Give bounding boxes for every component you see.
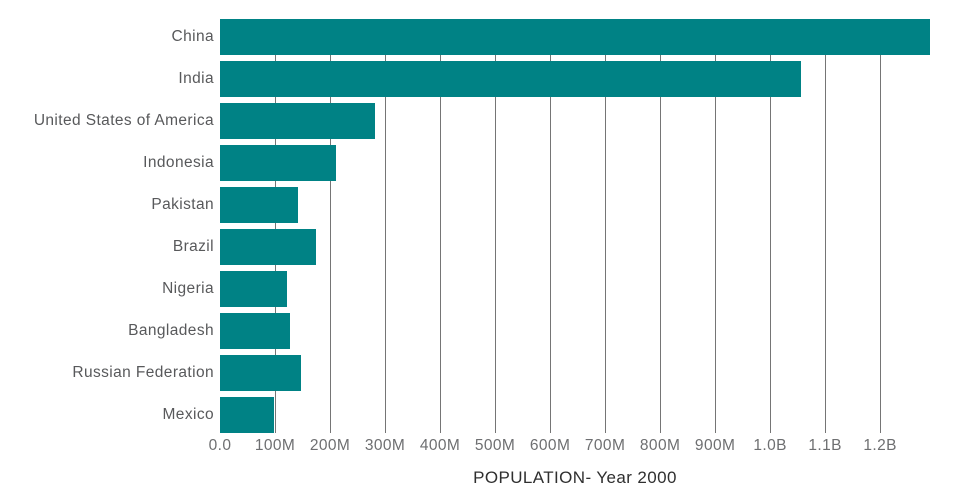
bar-pakistan xyxy=(220,187,299,223)
gridline-700m xyxy=(605,19,607,433)
bar-india xyxy=(220,61,802,97)
x-axis-tick-label: 600M xyxy=(529,437,571,454)
y-axis-label: Pakistan xyxy=(151,196,214,213)
bar-china xyxy=(220,19,930,55)
bar-united-states-of-america xyxy=(220,103,375,139)
gridline-1.0b xyxy=(770,19,772,433)
x-axis-title: POPULATION- Year 2000 xyxy=(473,468,677,487)
bar-row xyxy=(220,229,930,265)
x-axis-tick-label: 0.0 xyxy=(208,437,232,454)
x-axis-tick-label: 400M xyxy=(419,437,461,454)
bar-row xyxy=(220,271,930,307)
y-axis-label: Brazil xyxy=(172,238,214,255)
bar-indonesia xyxy=(220,145,337,181)
bar-row xyxy=(220,145,930,181)
plot-area xyxy=(220,19,930,433)
gridline-1.1b xyxy=(825,19,827,433)
y-axis-label: Mexico xyxy=(162,406,214,423)
bar-bangladesh xyxy=(220,313,291,349)
y-axis-label: United States of America xyxy=(33,112,214,129)
x-axis-tick-label: 300M xyxy=(364,437,406,454)
bar-brazil xyxy=(220,229,317,265)
gridline-300m xyxy=(385,19,387,433)
x-axis-tick-label: 100M xyxy=(254,437,296,454)
bars-group xyxy=(220,19,930,433)
bar-mexico xyxy=(220,397,275,433)
gridline-200m xyxy=(330,19,332,433)
bar-row xyxy=(220,355,930,391)
x-axis-tick-label: 800M xyxy=(639,437,681,454)
bar-row xyxy=(220,397,930,433)
x-axis-tick-label: 1.1B xyxy=(808,437,842,454)
gridline-800m xyxy=(660,19,662,433)
x-axis-tick-label: 200M xyxy=(309,437,351,454)
gridline-600m xyxy=(550,19,552,433)
bar-russian-federation xyxy=(220,355,301,391)
y-axis-label: Indonesia xyxy=(143,154,214,171)
y-axis-label: Nigeria xyxy=(162,280,214,297)
y-axis-label: Russian Federation xyxy=(72,364,214,381)
gridline-1.2b xyxy=(880,19,882,433)
x-axis-tick-label: 700M xyxy=(584,437,626,454)
bar-row xyxy=(220,19,930,55)
bar-row xyxy=(220,187,930,223)
x-axis-tick-label: 900M xyxy=(694,437,736,454)
y-axis-label: India xyxy=(178,70,214,87)
x-axis-tick-label: 1.2B xyxy=(863,437,897,454)
bar-row xyxy=(220,103,930,139)
gridline-900m xyxy=(715,19,717,433)
bar-row xyxy=(220,313,930,349)
bar-nigeria xyxy=(220,271,288,307)
gridline-100m xyxy=(275,19,276,433)
y-axis-label: China xyxy=(171,28,214,45)
x-axis-tick-label: 1.0B xyxy=(753,437,787,454)
x-axis-tick-label: 500M xyxy=(474,437,516,454)
gridline-500m xyxy=(495,19,497,433)
bar-row xyxy=(220,61,930,97)
y-axis-label: Bangladesh xyxy=(128,322,214,339)
gridline-400m xyxy=(440,19,442,433)
